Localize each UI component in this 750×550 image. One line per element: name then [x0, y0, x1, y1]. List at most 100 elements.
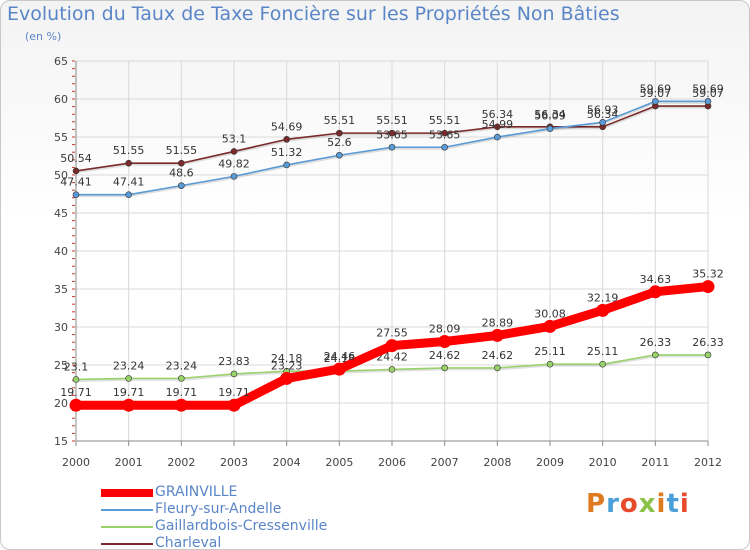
data-label: 47.41 — [113, 176, 145, 189]
y-tick-label: 35 — [54, 283, 68, 296]
legend-label: Fleury-sur-Andelle — [155, 501, 282, 517]
data-point — [388, 129, 396, 137]
data-point — [72, 167, 80, 175]
data-point — [388, 143, 396, 151]
data-point — [490, 328, 504, 342]
data-point — [122, 398, 136, 412]
data-label: 19.71 — [60, 386, 92, 399]
data-point — [230, 370, 238, 378]
data-point — [648, 285, 662, 299]
data-point — [704, 98, 712, 105]
data-label: 35.32 — [692, 268, 724, 281]
data-point — [438, 335, 452, 349]
data-point — [599, 119, 606, 126]
data-label: 50.54 — [60, 152, 92, 165]
logo-letter: i — [679, 489, 690, 519]
data-label: 32.19 — [587, 291, 619, 304]
data-label: 49.82 — [218, 157, 250, 170]
data-point — [652, 98, 659, 105]
data-point — [701, 280, 715, 294]
data-point — [178, 182, 185, 189]
data-label: 53.65 — [429, 128, 461, 141]
logo-letter: i — [656, 489, 667, 519]
line-chart: 15 20 25 30 35 40 45 50 55 60 65 2000 2001 2002 2003 20… — [54, 55, 724, 469]
data-label: 55.51 — [429, 114, 461, 127]
data-point — [283, 136, 290, 143]
data-point — [494, 133, 501, 141]
chart-unit-label: (en %) — [25, 30, 62, 43]
legend-swatch — [101, 543, 153, 545]
data-label: 56.34 — [534, 108, 566, 121]
x-tick-label: 2003 — [220, 456, 248, 469]
data-label: 25.11 — [587, 345, 619, 358]
data-label: 24.62 — [429, 349, 461, 362]
data-label: 30.08 — [534, 307, 566, 320]
data-point — [230, 148, 238, 155]
data-point — [441, 143, 448, 151]
data-label: 24.62 — [482, 349, 514, 362]
data-label: 24.46 — [324, 350, 356, 363]
y-tick-label: 25 — [54, 359, 68, 372]
x-tick-label: 2000 — [62, 456, 90, 469]
data-label: 28.09 — [429, 323, 461, 336]
x-tick-label: 2007 — [431, 456, 459, 469]
y-tick-label: 65 — [54, 55, 68, 68]
data-point — [125, 191, 132, 198]
x-tick-label: 2002 — [167, 456, 195, 469]
chart-title: Evolution du Taux de Taxe Foncière sur l… — [7, 3, 620, 25]
data-label: 23.1 — [64, 360, 89, 373]
x-tick-label: 2012 — [694, 456, 722, 469]
data-point — [543, 319, 557, 333]
data-label: 56.34 — [482, 108, 514, 121]
logo-letter: P — [586, 489, 607, 519]
legend-swatch — [101, 526, 153, 528]
data-point — [546, 360, 554, 368]
y-tick-label: 15 — [54, 435, 68, 448]
data-label: 19.71 — [113, 386, 145, 399]
data-point — [652, 351, 659, 359]
data-point — [494, 123, 501, 131]
data-label: 51.32 — [271, 146, 303, 159]
data-point — [125, 375, 132, 382]
logo-letter: r — [606, 489, 620, 519]
legend-label: Gaillardbois-Cressenville — [155, 518, 328, 534]
data-label: 59.07 — [692, 87, 724, 100]
legend-label: Charleval — [155, 535, 222, 550]
data-label: 48.6 — [169, 167, 194, 180]
data-point — [178, 159, 185, 167]
y-tick-label: 55 — [54, 131, 68, 144]
x-tick-label: 2009 — [536, 456, 564, 469]
legend-swatch — [101, 509, 153, 511]
data-label: 28.89 — [482, 316, 514, 329]
x-tick-label: 2008 — [483, 456, 511, 469]
data-point — [230, 173, 238, 180]
data-point — [704, 351, 712, 359]
x-tick-label: 2011 — [641, 456, 669, 469]
data-label: 51.55 — [113, 144, 145, 157]
x-tick-label: 2010 — [589, 456, 617, 469]
data-point — [494, 364, 501, 372]
data-label: 59.07 — [640, 87, 672, 100]
data-label: 56.09 — [534, 110, 566, 123]
data-point — [72, 191, 80, 198]
proxiti-logo: Proxiti — [586, 489, 690, 519]
data-label: 27.55 — [376, 327, 408, 340]
data-point — [385, 339, 399, 353]
data-label: 23.24 — [166, 359, 198, 372]
data-label: 25.11 — [534, 345, 566, 358]
y-tick-label: 50 — [54, 169, 68, 182]
data-label: 56.93 — [587, 103, 619, 116]
data-point — [336, 129, 343, 137]
data-point — [69, 398, 83, 412]
data-point — [388, 366, 396, 373]
data-label: 54.69 — [271, 120, 303, 133]
y-tick-label: 20 — [54, 397, 68, 410]
data-point — [332, 362, 346, 376]
data-point — [441, 129, 448, 137]
logo-letter: x — [638, 489, 657, 519]
data-label: 19.71 — [166, 386, 198, 399]
y-tick-label: 45 — [54, 207, 68, 220]
x-tick-label: 2004 — [273, 456, 301, 469]
data-label: 23.24 — [113, 359, 145, 372]
data-point — [336, 151, 343, 159]
